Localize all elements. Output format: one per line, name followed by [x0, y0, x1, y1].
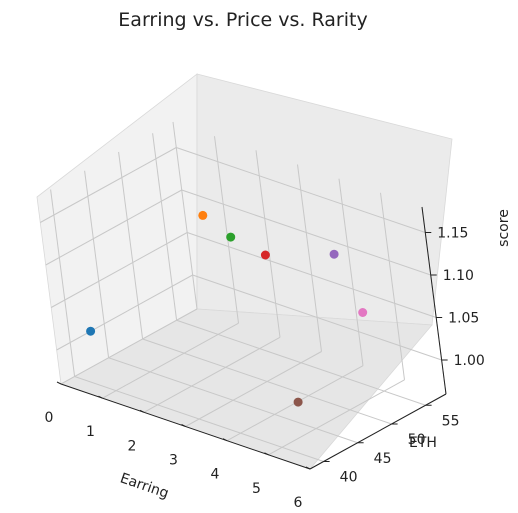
- grid-line-x-wall: [214, 136, 239, 324]
- grid-line-z-back: [181, 189, 431, 276]
- x-tick-label: 5: [252, 481, 261, 497]
- grid-line-x-floor: [60, 308, 198, 385]
- z-tick-label: 1.00: [454, 353, 485, 369]
- x-tick-label: 6: [294, 495, 303, 511]
- z-tick-label: 1.15: [437, 226, 468, 242]
- grid-line-y-floor: [108, 357, 358, 444]
- grid-line-y-wall: [50, 189, 76, 377]
- x-tick-label: 0: [45, 410, 54, 426]
- y-tick-label: 55: [442, 413, 460, 429]
- y-tick-label: 45: [374, 451, 392, 467]
- back-pane-right: [196, 73, 453, 326]
- grid-line-z-side: [56, 274, 193, 351]
- y-tick-label: 50: [408, 432, 426, 448]
- grid-line-x-floor: [268, 379, 405, 456]
- x-tick-label: 2: [128, 438, 137, 454]
- z-axis-label: score: [496, 209, 512, 247]
- y-tick-label: 40: [340, 470, 358, 486]
- x-tick-mark: [222, 438, 228, 442]
- grid-line-z-back: [192, 274, 442, 361]
- x-tick-mark: [264, 452, 269, 456]
- data-point: [86, 326, 96, 336]
- x-tick-mark: [139, 409, 145, 413]
- x-tick-mark: [181, 424, 186, 427]
- data-points: [86, 210, 368, 407]
- chart-title: Earring vs. Price vs. Rarity: [118, 9, 367, 31]
- x-tick-label: 4: [211, 467, 220, 483]
- x-tick-mark: [56, 381, 62, 385]
- grid-line-x-wall: [255, 150, 281, 338]
- grid-line-x-floor: [185, 351, 322, 427]
- y-axis-line: [309, 393, 447, 470]
- grid-line-y-wall: [84, 170, 110, 358]
- grid-line-x-wall: [380, 192, 405, 380]
- grid-line-y-wall: [118, 151, 144, 340]
- grid-line-x-wall: [338, 178, 364, 366]
- grid-line-y-floor: [142, 338, 392, 425]
- x-axis-label: Earring: [118, 470, 171, 502]
- z-tick-label: 1.05: [448, 311, 479, 327]
- grid-line-y-floor: [74, 376, 324, 462]
- grid-line-x-wall: [297, 164, 322, 352]
- x-tick-label: 1: [86, 424, 95, 440]
- grid-line-x-floor: [143, 336, 281, 413]
- data-point: [293, 397, 303, 407]
- grid-line-z-side: [50, 232, 188, 308]
- data-point: [260, 250, 270, 260]
- x-tick-mark: [98, 395, 103, 399]
- x-tick-label: 3: [169, 453, 178, 469]
- grid-line-z-back: [187, 232, 437, 318]
- data-point: [329, 249, 339, 259]
- z-tick-label: 1.10: [443, 268, 474, 284]
- grid-line-z-side: [45, 189, 182, 266]
- grid-line-y-floor: [176, 319, 426, 406]
- grid-line-x-wall: [172, 121, 198, 310]
- data-point: [198, 210, 208, 220]
- grid-line-z-side: [40, 147, 177, 223]
- data-point: [226, 232, 236, 242]
- grid-line-y-wall: [152, 133, 178, 321]
- z-axis-line: [421, 206, 447, 395]
- data-point: [358, 308, 368, 317]
- grid-line-x-floor: [102, 322, 239, 399]
- x-tick-mark: [305, 466, 311, 470]
- y-axis-label: ETH: [409, 435, 437, 451]
- grid-line-z-back: [176, 147, 426, 233]
